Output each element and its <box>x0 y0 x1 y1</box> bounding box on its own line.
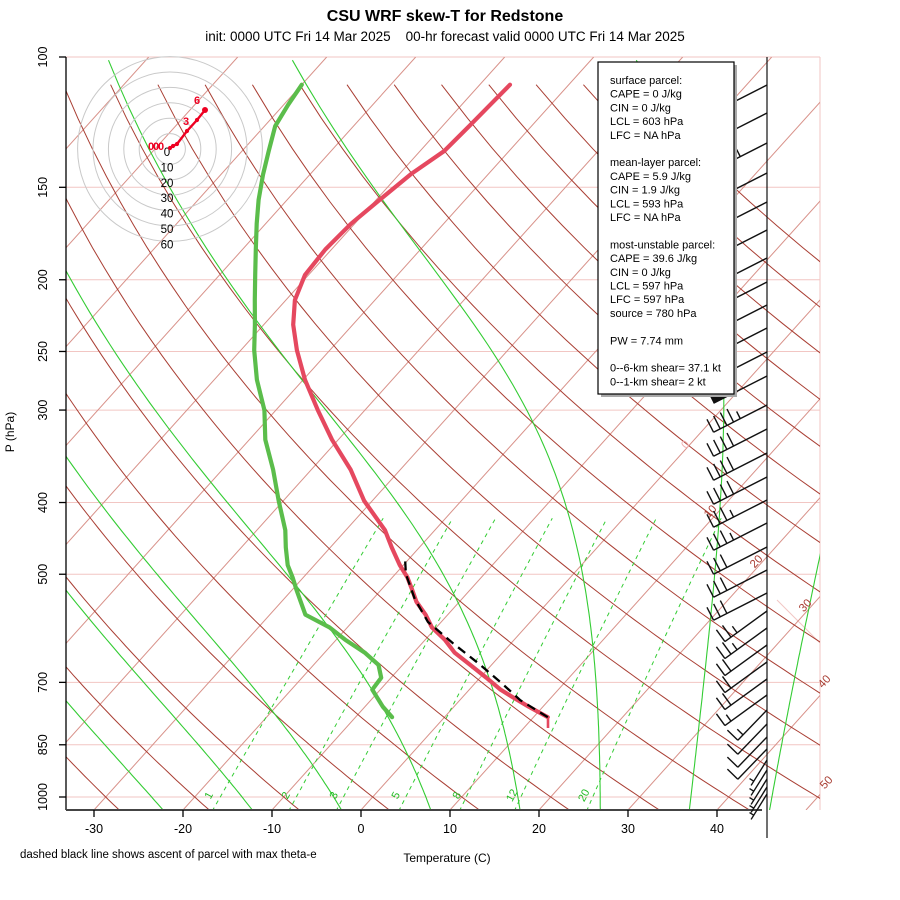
svg-text:30: 30 <box>621 822 635 836</box>
footer-note: dashed black line shows ascent of parcel… <box>20 849 317 861</box>
svg-text:-30: -30 <box>85 822 103 836</box>
svg-text:0: 0 <box>679 439 692 452</box>
svg-text:-20: -20 <box>174 822 192 836</box>
svg-text:20: 20 <box>161 178 174 190</box>
svg-text:0: 0 <box>158 141 164 153</box>
info-box-line: CAPE = 0 J/kg <box>610 89 682 101</box>
dewpoint-curve <box>252 82 395 720</box>
parcel-ascent-curve <box>404 561 549 719</box>
svg-text:3: 3 <box>328 790 341 801</box>
page-title: CSU WRF skew-T for Redstone <box>326 8 564 25</box>
svg-text:40: 40 <box>161 209 174 221</box>
y-axis-label: P (hPa) <box>3 412 17 452</box>
info-box-line: CIN = 1.9 J/kg <box>610 185 680 197</box>
isotherm-lines <box>66 57 820 810</box>
info-box-line: source = 780 hPa <box>610 308 697 320</box>
info-box-line: LCL = 593 hPa <box>610 198 684 210</box>
info-box-line: 0--1-km shear= 2 kt <box>610 376 706 388</box>
svg-text:250: 250 <box>36 341 50 362</box>
info-box-line: LCL = 597 hPa <box>610 281 684 293</box>
info-box-line: CIN = 0 J/kg <box>610 102 671 114</box>
info-box-line: LCL = 603 hPa <box>610 116 684 128</box>
svg-text:1000: 1000 <box>36 783 50 811</box>
info-box-line: PW = 7.74 mm <box>610 335 683 347</box>
svg-text:-10: -10 <box>263 822 281 836</box>
svg-text:150: 150 <box>36 177 50 198</box>
svg-text:300: 300 <box>36 400 50 421</box>
info-box-line: CAPE = 5.9 J/kg <box>610 171 691 183</box>
svg-text:50: 50 <box>818 774 836 792</box>
info-box-line: LFC = NA hPa <box>610 130 682 142</box>
svg-text:30: 30 <box>161 193 174 205</box>
svg-text:6: 6 <box>194 95 200 107</box>
svg-text:40: 40 <box>710 822 724 836</box>
info-box-line: LFC = 597 hPa <box>610 294 685 306</box>
mixing-ratio-labels: 1 2 3 5 8 12 20 <box>203 787 593 803</box>
mixing-ratio-lines <box>212 517 722 810</box>
info-box-line: 0--6-km shear= 37.1 kt <box>610 363 721 375</box>
temperature-curve <box>291 82 550 728</box>
info-box-line: most-unstable parcel: <box>610 239 715 251</box>
svg-text:12: 12 <box>504 787 520 803</box>
svg-text:850: 850 <box>36 734 50 755</box>
svg-text:40: 40 <box>816 673 834 691</box>
svg-text:0: 0 <box>164 147 170 159</box>
svg-text:10: 10 <box>161 162 174 174</box>
svg-text:100: 100 <box>36 47 50 68</box>
svg-text:500: 500 <box>36 564 50 585</box>
x-axis-label: Temperature (C) <box>403 851 491 865</box>
svg-text:10: 10 <box>443 822 457 836</box>
info-box-line: LFC = NA hPa <box>610 212 682 224</box>
svg-text:30: 30 <box>797 597 815 615</box>
svg-text:50: 50 <box>161 224 174 236</box>
svg-text:8: 8 <box>451 790 464 801</box>
info-box-line: CIN = 0 J/kg <box>610 267 671 279</box>
info-box-line: CAPE = 39.6 J/kg <box>610 253 697 265</box>
svg-text:400: 400 <box>36 492 50 513</box>
svg-text:0: 0 <box>148 141 154 153</box>
svg-text:2: 2 <box>280 790 293 801</box>
info-box-line: surface parcel: <box>610 75 682 87</box>
svg-text:700: 700 <box>36 672 50 693</box>
svg-text:20: 20 <box>576 787 592 803</box>
svg-text:60: 60 <box>161 239 174 251</box>
svg-text:3: 3 <box>183 116 189 128</box>
svg-text:200: 200 <box>36 269 50 290</box>
svg-text:0: 0 <box>358 822 365 836</box>
svg-text:0: 0 <box>153 141 159 153</box>
info-box-line: mean-layer parcel: <box>610 157 701 169</box>
svg-text:5: 5 <box>390 790 403 801</box>
page-subtitle: init: 0000 UTC Fri 14 Mar 2025 00-hr for… <box>205 29 685 44</box>
svg-text:20: 20 <box>532 822 546 836</box>
svg-text:1: 1 <box>203 790 216 801</box>
moist-adiabat-lines <box>66 59 820 810</box>
dry-adiabat-lines <box>66 84 820 810</box>
